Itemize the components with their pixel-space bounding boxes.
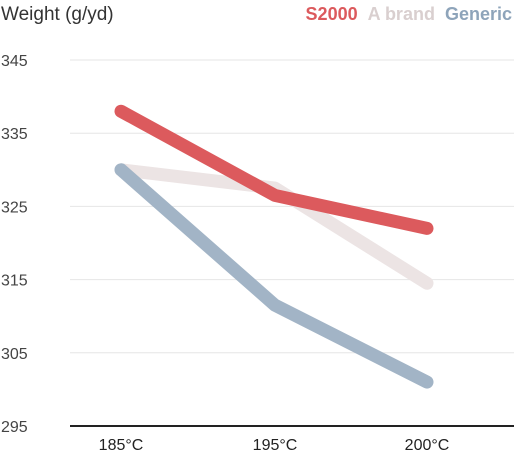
x-tick-label: 200°C xyxy=(405,437,450,454)
x-tick-label: 195°C xyxy=(253,437,298,454)
y-tick-label: 335 xyxy=(1,126,28,143)
y-tick-label: 295 xyxy=(1,419,28,436)
series-endpoint xyxy=(421,376,433,389)
series-line-a-brand xyxy=(114,163,434,290)
legend-item-a-brand: A brand xyxy=(368,4,435,24)
series-endpoint xyxy=(421,277,433,290)
y-tick-label: 325 xyxy=(1,199,28,216)
legend: Generic A brand S2000 xyxy=(306,4,512,24)
series-lines xyxy=(114,104,434,389)
series-endpoint xyxy=(421,222,433,235)
y-axis-title: Weight (g/yd) xyxy=(1,4,114,25)
y-tick-label: 305 xyxy=(1,346,28,363)
legend-item-s2000: S2000 xyxy=(306,4,358,24)
x-axis-tick-labels: 185°C 195°C 200°C xyxy=(99,437,450,454)
y-tick-label: 315 xyxy=(1,273,28,290)
legend-item-generic: Generic xyxy=(445,4,512,24)
series-line-s2000 xyxy=(114,104,434,235)
x-tick-label: 185°C xyxy=(99,437,144,454)
series-line-generic xyxy=(114,163,434,389)
y-tick-label: 345 xyxy=(1,53,28,70)
y-axis-tick-labels: 295 305 315 325 335 345 xyxy=(1,53,28,436)
